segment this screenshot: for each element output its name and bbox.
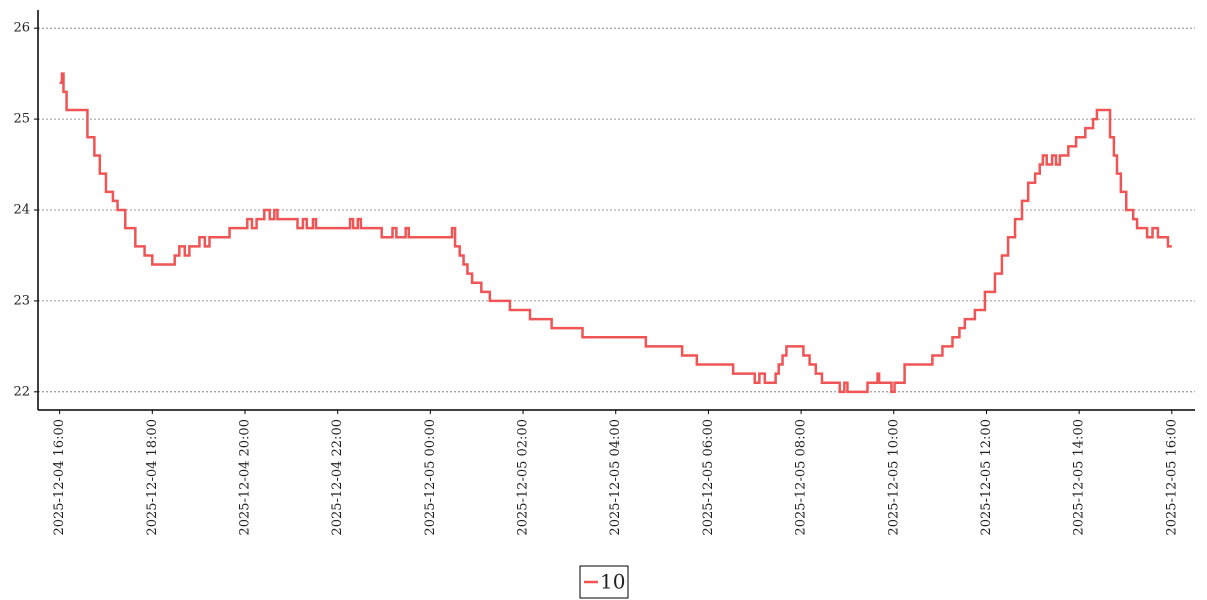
x-tick-label: 2025-12-05 02:00 [516, 419, 531, 536]
x-tick-label: 2025-12-05 16:00 [1164, 419, 1179, 536]
x-tick-label: 2025-12-04 20:00 [237, 419, 252, 536]
data-line [59, 72, 1172, 394]
legend: 10 [579, 565, 629, 599]
y-tick-label: 23 [13, 293, 30, 308]
y-tick-label: 26 [13, 21, 30, 36]
y-tick-label: 24 [13, 203, 30, 218]
y-tick-label: 22 [13, 384, 30, 399]
x-tick-label: 2025-12-05 00:00 [423, 419, 438, 536]
legend-label: 10 [600, 570, 625, 594]
x-tick-label: 2025-12-05 06:00 [701, 419, 716, 536]
x-tick-label: 2025-12-05 14:00 [1072, 419, 1087, 536]
x-tick-label: 2025-12-05 04:00 [608, 419, 623, 536]
x-tick-label: 2025-12-05 08:00 [794, 419, 809, 536]
x-tick-label: 2025-12-05 12:00 [979, 419, 994, 536]
x-tick-label: 2025-12-04 18:00 [145, 419, 160, 536]
x-tick-label: 2025-12-04 16:00 [52, 419, 67, 536]
x-tick-label: 2025-12-05 10:00 [886, 419, 901, 536]
y-tick-label: 25 [13, 112, 30, 127]
x-tick-label: 2025-12-04 22:00 [330, 419, 345, 536]
